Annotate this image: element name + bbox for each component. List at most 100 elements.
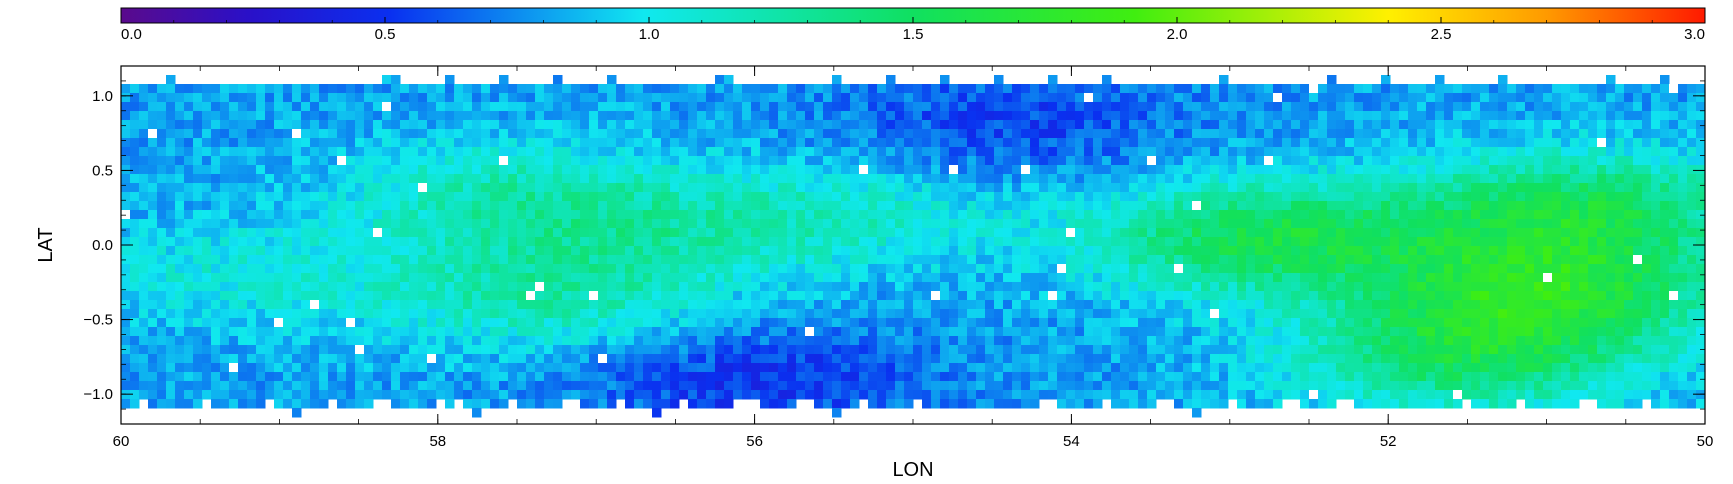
heatmap-cell: [1111, 246, 1121, 256]
heatmap-cell: [454, 147, 464, 157]
heatmap-cell: [355, 174, 365, 184]
heatmap-cell: [877, 300, 887, 310]
heatmap-cell: [868, 156, 878, 166]
heatmap-cell: [544, 147, 554, 157]
heatmap-cell: [1147, 183, 1157, 193]
heatmap-cell: [1399, 111, 1409, 121]
heatmap-cell: [1021, 282, 1031, 292]
heatmap-cell: [607, 147, 617, 157]
heatmap-cell: [1399, 318, 1409, 328]
heatmap-cell: [1075, 237, 1085, 247]
heatmap-cell: [697, 192, 707, 202]
heatmap-cell: [1192, 174, 1202, 184]
heatmap-cell: [1417, 201, 1427, 211]
heatmap-cell: [1264, 165, 1274, 175]
heatmap-cell: [1309, 102, 1319, 112]
heatmap-cell: [463, 228, 473, 238]
heatmap-cell: [1183, 111, 1193, 121]
heatmap-cell: [1579, 138, 1589, 148]
heatmap-cell: [319, 129, 329, 139]
heatmap-cell: [1633, 219, 1643, 229]
heatmap-cell: [364, 111, 374, 121]
heatmap-cell: [1507, 318, 1517, 328]
heatmap-cell: [400, 165, 410, 175]
heatmap-cell: [625, 282, 635, 292]
heatmap-cell: [1219, 192, 1229, 202]
heatmap-cell: [436, 138, 446, 148]
heatmap-cell: [733, 309, 743, 319]
heatmap-cell: [931, 282, 941, 292]
heatmap-cell: [373, 174, 383, 184]
heatmap-cell: [1624, 129, 1634, 139]
heatmap-cell: [1147, 201, 1157, 211]
heatmap-cell: [697, 102, 707, 112]
heatmap-cell: [1318, 219, 1328, 229]
heatmap-cell: [1030, 282, 1040, 292]
heatmap-cell: [1399, 210, 1409, 220]
heatmap-cell: [1129, 291, 1139, 301]
heatmap-cell: [724, 264, 734, 274]
heatmap-cell: [571, 300, 581, 310]
heatmap-cell: [931, 255, 941, 265]
heatmap-cell: [1012, 318, 1022, 328]
heatmap-cell: [148, 246, 158, 256]
heatmap-cell: [508, 192, 518, 202]
colorbar-tick-label: 3.0: [1684, 26, 1705, 43]
heatmap-cell: [508, 201, 518, 211]
heatmap-cell: [760, 174, 770, 184]
heatmap-cell: [895, 273, 905, 283]
heatmap-cell: [274, 246, 284, 256]
heatmap-cell: [283, 156, 293, 166]
heatmap-cell: [1669, 255, 1679, 265]
heatmap-cell: [1408, 255, 1418, 265]
heatmap-cell: [1660, 228, 1670, 238]
heatmap-cell: [310, 138, 320, 148]
heatmap-cell: [598, 318, 608, 328]
heatmap-cell: [454, 228, 464, 238]
heatmap-cell: [670, 246, 680, 256]
heatmap-cell: [589, 237, 599, 247]
heatmap-cell: [1192, 156, 1202, 166]
heatmap-cell: [1579, 174, 1589, 184]
heatmap-cell: [796, 201, 806, 211]
heatmap-cell: [1561, 147, 1571, 157]
heatmap-cell: [211, 300, 221, 310]
heatmap-cell: [886, 228, 896, 238]
heatmap-cell: [967, 192, 977, 202]
heatmap-cell: [1507, 210, 1517, 220]
heatmap-cell: [1498, 192, 1508, 202]
heatmap-cell: [724, 102, 734, 112]
heatmap-cell: [1561, 183, 1571, 193]
heatmap-cell: [346, 237, 356, 247]
heatmap-cell: [1381, 318, 1391, 328]
heatmap-cell: [634, 165, 644, 175]
heatmap-cell: [814, 282, 824, 292]
heatmap-cell: [1516, 138, 1526, 148]
heatmap-cell: [391, 327, 401, 337]
heatmap-cell: [418, 264, 428, 274]
heatmap-cell: [1210, 192, 1220, 202]
heatmap-cell: [724, 291, 734, 301]
heatmap-cell: [607, 138, 617, 148]
heatmap-cell: [1588, 309, 1598, 319]
heatmap-cell: [1588, 174, 1598, 184]
heatmap-cell: [1165, 255, 1175, 265]
heatmap-cell: [499, 165, 509, 175]
heatmap-cell: [526, 120, 536, 130]
heatmap-cell: [940, 264, 950, 274]
heatmap-cell: [1642, 147, 1652, 157]
heatmap-cell: [1111, 93, 1121, 103]
heatmap-cell: [328, 93, 338, 103]
heatmap-cell: [1327, 192, 1337, 202]
heatmap-cell: [787, 300, 797, 310]
heatmap-cell: [472, 156, 482, 166]
heatmap-cell: [1039, 111, 1049, 121]
heatmap-cell: [976, 255, 986, 265]
heatmap-cell: [157, 165, 167, 175]
heatmap-cell: [310, 291, 320, 301]
heatmap-cell: [1246, 300, 1256, 310]
heatmap-cell: [796, 264, 806, 274]
heatmap-cell: [1327, 228, 1337, 238]
heatmap-cell: [490, 237, 500, 247]
heatmap-cell: [841, 174, 851, 184]
